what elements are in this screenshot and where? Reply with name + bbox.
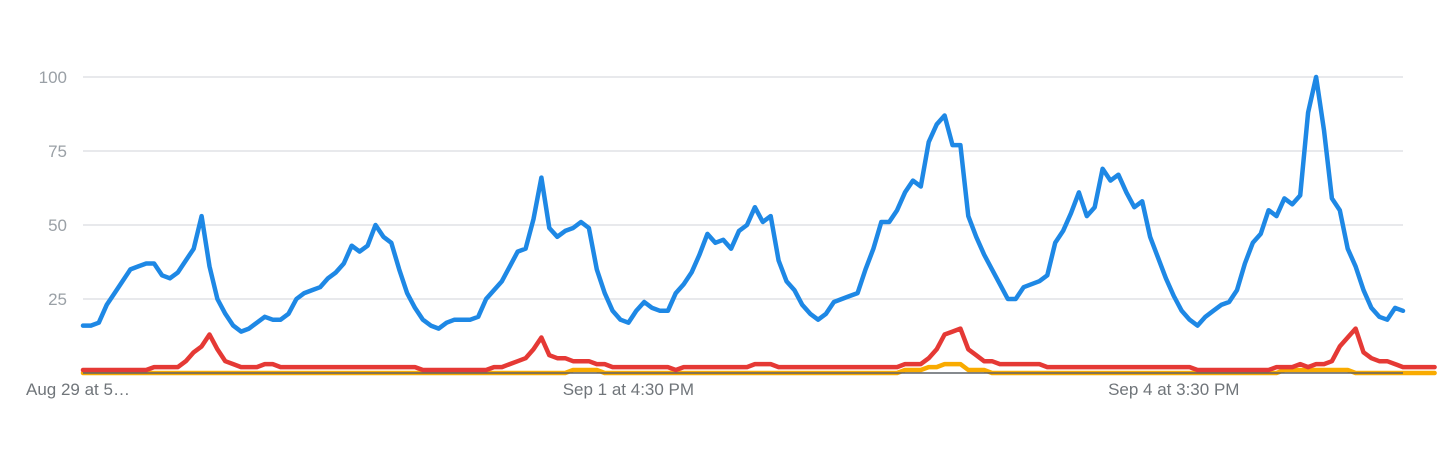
series-line-1 <box>80 74 1406 334</box>
series-line-2 <box>80 326 1437 373</box>
y-tick-label: 25 <box>48 290 67 309</box>
x-tick-label: Sep 1 at 4:30 PM <box>563 380 694 399</box>
y-tick-label: 100 <box>39 68 67 87</box>
y-tick-label: 75 <box>48 142 67 161</box>
gridlines <box>83 76 1403 300</box>
y-tick-label: 50 <box>48 216 67 235</box>
y-axis-tick-labels: 25 50 75 100 <box>39 68 67 309</box>
x-axis-tick-labels: Aug 29 at 5… Sep 1 at 4:30 PM Sep 4 at 3:3… <box>26 380 1239 399</box>
x-tick-label: Aug 29 at 5… <box>26 380 130 399</box>
x-tick-label: Sep 4 at 3:30 PM <box>1108 380 1239 399</box>
